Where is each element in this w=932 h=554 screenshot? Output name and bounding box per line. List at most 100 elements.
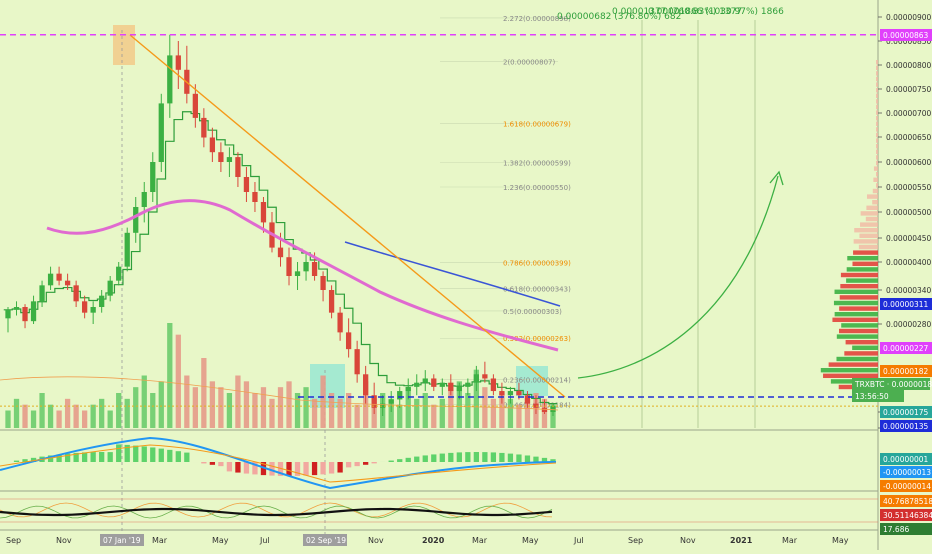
- volume-profile-bar-49: [837, 334, 878, 338]
- volume-profile-bar-48: [839, 329, 878, 333]
- volume-bar-18: [159, 381, 164, 428]
- candle-body-27: [235, 157, 240, 177]
- countdown-badge-label: 13:56:50: [855, 392, 889, 401]
- candle-body-7: [65, 281, 70, 286]
- candle-body-60: [516, 391, 521, 395]
- candle-body-4: [39, 285, 44, 301]
- candle-body-38: [329, 290, 334, 313]
- price-badge-label-3: 0.00000182: [883, 367, 929, 376]
- candle-body-42: [363, 374, 368, 395]
- candle-body-12: [108, 281, 113, 296]
- macd-hist-20: [176, 451, 181, 462]
- volume-bar-10: [91, 405, 96, 428]
- volume-bar-5: [48, 405, 53, 428]
- macd-hist-55: [474, 452, 479, 462]
- volume-profile-bar-21: [873, 178, 878, 182]
- macd-hist-27: [235, 462, 240, 473]
- price-tick-label-4: 0.00000700: [886, 109, 932, 118]
- price-tick-label-6: 0.00000600: [886, 158, 932, 167]
- price-tick-label-11: 0.00000340: [886, 286, 932, 295]
- x-tick-label-12: Sep: [628, 536, 643, 545]
- volume-bar-25: [218, 387, 223, 428]
- candle-body-9: [82, 301, 87, 312]
- volume-bar-30: [261, 387, 266, 428]
- price-tick-label-7: 0.00000550: [886, 183, 932, 192]
- volume-profile-bar-23: [873, 189, 878, 193]
- price-badge-label-6: 0.00000135: [883, 422, 929, 431]
- volume-bar-9: [82, 411, 87, 429]
- candle-body-48: [414, 383, 419, 387]
- price-badge-label-2: 0.00000227: [883, 344, 929, 353]
- volume-bar-57: [491, 399, 496, 428]
- macd-hist-61: [525, 455, 530, 462]
- price-badge-label-4: TRXBTC · 0.00000180: [854, 380, 932, 389]
- candle-body-52: [448, 383, 453, 391]
- price-badge-label-1: 0.00000311: [883, 300, 929, 309]
- macd-hist-59: [508, 454, 513, 462]
- volume-profile-bar-35: [847, 256, 878, 260]
- price-tick-label-2: 0.00000800: [886, 61, 932, 70]
- volume-profile-bar-46: [832, 318, 878, 322]
- candle-body-47: [406, 387, 411, 391]
- volume-profile-bar-53: [836, 357, 878, 361]
- volume-bar-31: [269, 399, 274, 428]
- volume-bar-46: [397, 405, 402, 428]
- macd-hist-38: [329, 462, 334, 474]
- volume-profile-bar-12: [876, 127, 878, 131]
- volume-profile-bar-2: [876, 71, 878, 75]
- volume-bar-7: [65, 399, 70, 428]
- x-tick-label-15: Mar: [782, 536, 798, 545]
- fib-label-2: 1.618(0.00000679): [503, 120, 571, 128]
- candle-body-63: [542, 408, 547, 412]
- candle-body-1: [14, 307, 19, 310]
- macd-hist-57: [491, 452, 496, 462]
- fib-label-1: 2(0.00000807): [503, 59, 555, 67]
- volume-bar-29: [252, 393, 257, 428]
- volume-profile-bar-17: [876, 155, 878, 159]
- candle-body-35: [303, 262, 308, 271]
- macd-hist-48: [414, 457, 419, 462]
- volume-bar-32: [278, 387, 283, 428]
- volume-profile-bar-9: [876, 110, 878, 114]
- candle-body-46: [397, 391, 402, 399]
- candle-body-32: [278, 248, 283, 258]
- volume-bar-1: [14, 399, 19, 428]
- volume-bar-41: [355, 405, 360, 428]
- volume-profile-bar-1: [876, 66, 878, 70]
- x-tick-label-5: Jul: [259, 536, 270, 545]
- volume-profile-bar-47: [841, 323, 878, 327]
- volume-profile-bar-44: [839, 306, 878, 310]
- macd-hist-43: [372, 462, 377, 463]
- candle-body-24: [210, 138, 215, 153]
- candle-body-16: [142, 192, 147, 207]
- volume-profile-bar-19: [874, 166, 878, 170]
- volume-profile-bar-43: [834, 301, 878, 305]
- price-tick-label-12: 0.00000280: [886, 320, 932, 329]
- volume-bar-27: [235, 376, 240, 429]
- volume-bar-39: [337, 399, 342, 428]
- volume-bar-17: [150, 393, 155, 428]
- volume-profile-bar-13: [876, 133, 878, 137]
- volume-bar-51: [440, 399, 445, 428]
- candle-body-6: [56, 274, 61, 281]
- volume-bar-54: [465, 393, 470, 428]
- volume-profile-bar-11: [876, 122, 878, 126]
- volume-profile-bar-56: [823, 374, 878, 378]
- volume-profile-bar-15: [876, 144, 878, 148]
- osc-badge-label-1: 30.51146384: [883, 511, 932, 520]
- fib-label-9: 0.236(0.00000214): [503, 376, 571, 384]
- macd-hist-1: [14, 461, 19, 462]
- candle-body-18: [159, 103, 164, 162]
- candle-body-0: [5, 310, 10, 319]
- macd-hist-45: [389, 461, 394, 462]
- volume-profile-bar-50: [846, 340, 878, 344]
- volume-bar-14: [125, 399, 130, 428]
- volume-bar-19: [167, 323, 172, 428]
- candle-body-17: [150, 162, 155, 192]
- volume-profile-bar-33: [859, 245, 878, 249]
- x-tick-label-14: 2021: [730, 536, 753, 545]
- volume-bar-13: [116, 393, 121, 428]
- macd-hist-26: [227, 462, 232, 471]
